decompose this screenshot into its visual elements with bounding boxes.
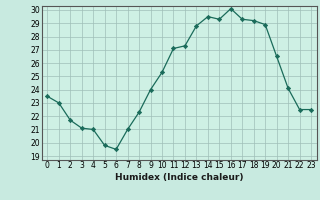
X-axis label: Humidex (Indice chaleur): Humidex (Indice chaleur) [115, 173, 244, 182]
